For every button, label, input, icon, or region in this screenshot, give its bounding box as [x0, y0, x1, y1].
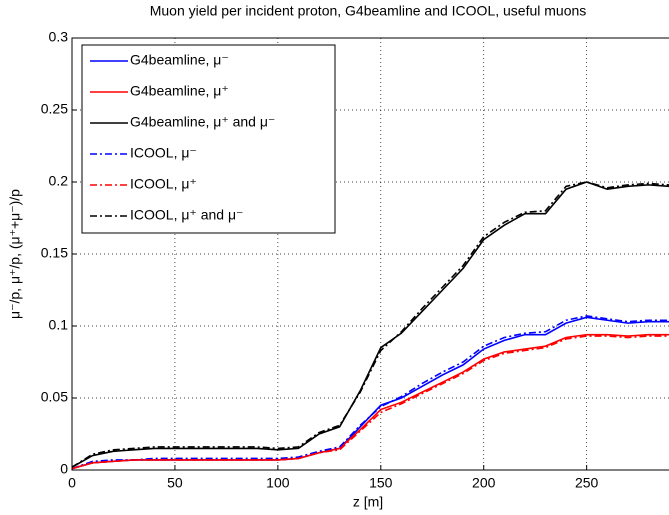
x-tick-label: 150 — [369, 475, 393, 491]
x-tick-label: 100 — [266, 475, 290, 491]
y-tick-label: 0.25 — [41, 101, 68, 117]
legend-box — [81, 44, 336, 234]
series-line — [72, 333, 669, 470]
axes: 0 50 100 150 200 250 0 0.05 0.1 0.15 0.2 0.25 0.3 — [41, 29, 669, 491]
x-tick-label: 50 — [167, 475, 183, 491]
legend-label: G4beamline, μ⁺ — [130, 83, 229, 99]
y-tick-label: 0 — [60, 461, 68, 477]
x-tick-label: 200 — [472, 475, 496, 491]
series-line — [72, 315, 669, 470]
legend-label: ICOOL, μ⁻ — [130, 145, 197, 161]
y-tick-label: 0.15 — [41, 245, 68, 261]
y-tick-label: 0.3 — [49, 29, 69, 45]
legend: G4beamline, μ⁻ G4beamline, μ⁺ G4beamline, … — [81, 44, 336, 234]
legend-label: G4beamline, μ⁺ and μ⁻ — [130, 114, 275, 130]
y-tick-label: 0.2 — [49, 173, 69, 189]
x-tick-label: 0 — [68, 475, 76, 491]
series-line — [72, 181, 669, 468]
y-tick-label: 0.05 — [41, 389, 68, 405]
chart-title: Muon yield per incident proton, G4beamli… — [150, 3, 587, 19]
x-tick-label: 250 — [575, 475, 599, 491]
lines — [72, 181, 669, 470]
series-line — [72, 335, 669, 470]
legend-label: ICOOL, μ⁺ — [130, 176, 197, 192]
axis-box — [71, 37, 669, 471]
x-axis-label: z [m] — [353, 494, 383, 510]
legend-label: ICOOL, μ⁺ and μ⁻ — [130, 207, 243, 223]
legend-label: G4beamline, μ⁻ — [130, 52, 229, 68]
y-axis-label: μ⁻/p, μ⁺/p, (μ⁺+μ⁻)/p — [7, 189, 23, 319]
y-tick-label: 0.1 — [49, 317, 69, 333]
